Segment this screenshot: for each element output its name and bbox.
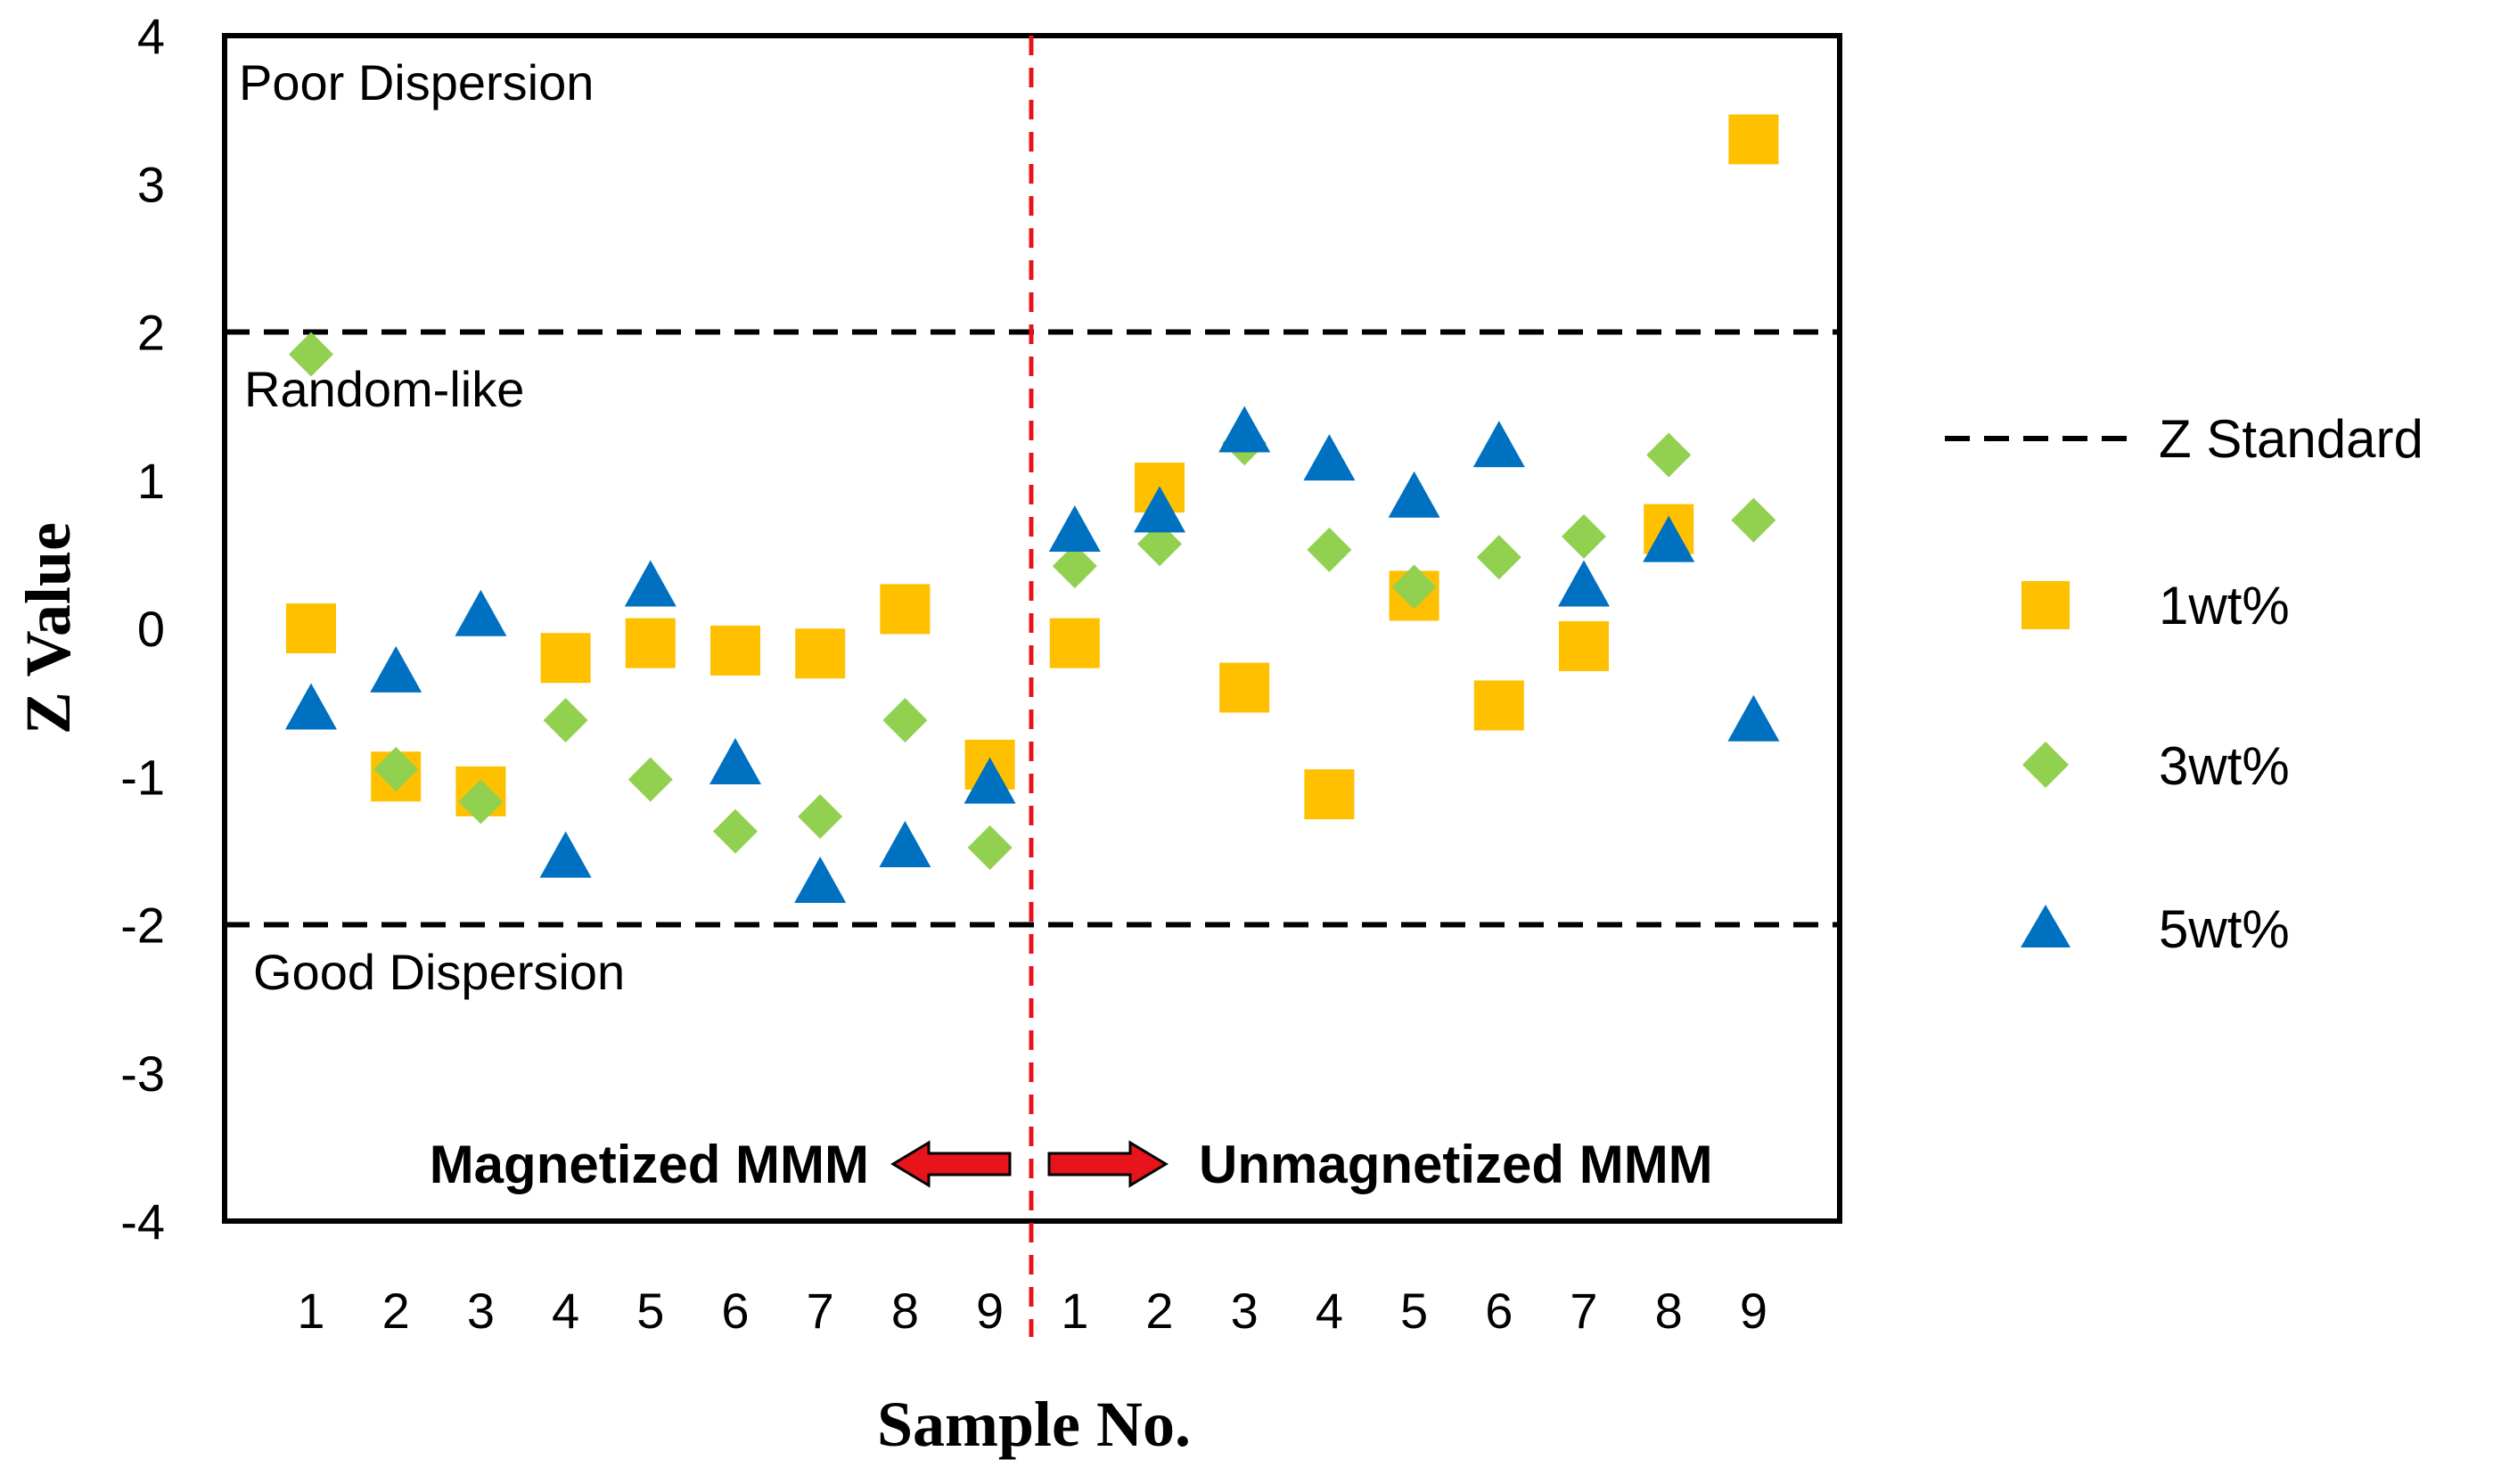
point-1wt: [625, 618, 676, 668]
point-5wt: [1472, 421, 1525, 468]
point-3wt: [1562, 513, 1606, 559]
point-5wt: [879, 821, 931, 868]
x-tick-label: 6: [1485, 1283, 1513, 1339]
point-5wt: [1134, 486, 1185, 533]
left-arrow-icon: [890, 1140, 1012, 1188]
point-5wt: [964, 757, 1016, 804]
region-label-good: Good Dispersion: [253, 944, 625, 1000]
x-tick-label: 1: [1061, 1283, 1088, 1339]
point-5wt: [1558, 560, 1610, 607]
y-tick-label: -4: [120, 1193, 165, 1250]
point-3wt: [1052, 544, 1097, 589]
point-5wt: [539, 831, 592, 878]
x-tick-label: 9: [976, 1283, 1004, 1339]
x-tick-label: 7: [1570, 1283, 1597, 1339]
y-tick-label: 2: [137, 305, 165, 361]
point-5wt: [285, 683, 337, 730]
x-tick-label: 3: [467, 1283, 495, 1339]
point-5wt: [794, 856, 847, 903]
group-label-magnetized: Magnetized MMM: [430, 1135, 869, 1194]
point-5wt: [455, 589, 507, 636]
point-5wt: [1727, 694, 1780, 742]
series-1wtpct: [286, 114, 1779, 820]
legend-3wt-marker: [2022, 742, 2069, 788]
point-3wt: [882, 698, 928, 743]
y-tick-label: -2: [120, 898, 165, 954]
point-1wt: [1728, 114, 1779, 165]
point-5wt: [1218, 406, 1271, 453]
point-3wt: [289, 332, 333, 377]
region-label-random: Random-like: [244, 361, 524, 417]
point-3wt: [1476, 535, 1521, 580]
y-tick-label: 3: [137, 156, 165, 212]
point-3wt: [798, 794, 843, 840]
point-5wt: [1303, 434, 1356, 481]
y-tick-label: -3: [120, 1045, 165, 1102]
y-tick-label: 0: [137, 601, 165, 657]
legend: Z Standard 1wt% 3wt% 5wt%: [1945, 409, 2423, 959]
point-3wt: [627, 757, 673, 802]
legend-1wt-marker: [2021, 581, 2070, 629]
point-1wt: [540, 633, 591, 684]
legend-5wt-marker: [2021, 905, 2071, 947]
legend-5wt-label: 5wt%: [2159, 899, 2290, 959]
y-tick-label: 1: [137, 453, 165, 509]
x-tick-label: 5: [1400, 1283, 1428, 1339]
x-tick-label: 3: [1231, 1283, 1259, 1339]
point-5wt: [624, 560, 677, 607]
y-axis-ticks: 4 3 2 1 0 -1 -2 -3 -4: [120, 8, 165, 1250]
point-1wt: [1049, 618, 1100, 668]
group-label-unmagnetized: Unmagnetized MMM: [1199, 1135, 1713, 1194]
y-tick-label: -1: [120, 749, 165, 805]
point-1wt: [710, 625, 760, 676]
point-1wt: [1219, 662, 1270, 713]
y-tick-label: 4: [137, 8, 165, 64]
x-tick-label: 8: [1655, 1283, 1683, 1339]
x-tick-label: 2: [382, 1283, 410, 1339]
data-marks: [285, 114, 1780, 903]
legend-zstandard-label: Z Standard: [2159, 409, 2423, 469]
legend-1wt-label: 1wt%: [2159, 576, 2290, 635]
point-3wt: [1646, 432, 1692, 478]
x-tick-label: 8: [891, 1283, 919, 1339]
point-5wt: [1388, 471, 1440, 518]
x-tick-label: 1: [297, 1283, 324, 1339]
point-1wt: [1559, 620, 1609, 671]
x-axis-title: Sample No.: [877, 1389, 1191, 1460]
point-5wt: [709, 737, 761, 784]
point-5wt: [1643, 515, 1695, 562]
x-tick-label: 7: [807, 1283, 834, 1339]
right-arrow-icon: [1047, 1140, 1169, 1188]
point-3wt: [458, 779, 504, 824]
point-1wt: [1304, 769, 1355, 820]
point-5wt: [1048, 504, 1101, 552]
point-3wt: [373, 746, 419, 791]
x-tick-label: 4: [1316, 1283, 1343, 1339]
point-3wt: [1391, 564, 1437, 610]
point-3wt: [1731, 497, 1776, 543]
point-1wt: [880, 584, 931, 635]
x-tick-label: 5: [636, 1283, 664, 1339]
point-3wt: [713, 808, 758, 854]
series-5wtpct: [285, 406, 1780, 903]
x-axis-ticks: 1 2 3 4 5 6 7 8 9 1 2 3 4 5 6 7 8 9: [297, 1283, 1767, 1339]
x-tick-label: 4: [552, 1283, 579, 1339]
point-5wt: [370, 645, 422, 693]
point-3wt: [1307, 527, 1352, 572]
point-1wt: [1473, 680, 1524, 731]
point-3wt: [1137, 521, 1182, 567]
x-tick-label: 9: [1740, 1283, 1767, 1339]
point-1wt: [286, 603, 336, 653]
region-label-poor: Poor Dispersion: [239, 54, 594, 111]
x-tick-label: 2: [1145, 1283, 1173, 1339]
x-tick-label: 6: [721, 1283, 749, 1339]
legend-3wt-label: 3wt%: [2159, 736, 2290, 796]
point-3wt: [967, 825, 1013, 871]
y-axis-title: Z Value: [12, 522, 84, 734]
point-3wt: [543, 698, 588, 743]
point-1wt: [795, 628, 846, 679]
